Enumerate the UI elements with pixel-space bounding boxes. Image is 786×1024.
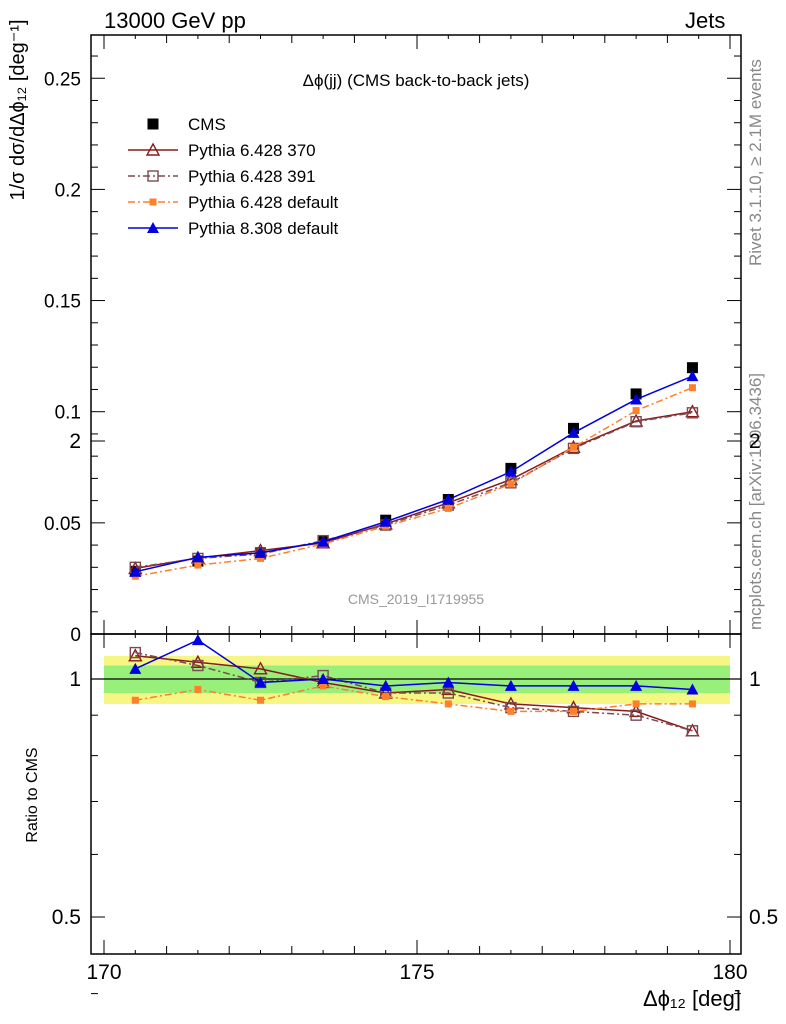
ratio-point bbox=[441, 681, 456, 696]
legend-marker bbox=[147, 170, 159, 182]
data-point bbox=[504, 465, 517, 477]
ratio-point bbox=[257, 696, 264, 704]
data-point bbox=[257, 554, 264, 562]
x-tick-label: 180 bbox=[712, 961, 747, 984]
ratio-line-1 bbox=[135, 651, 693, 732]
data-point bbox=[632, 407, 640, 415]
legend-marker bbox=[147, 222, 159, 233]
data-point bbox=[444, 504, 452, 512]
chart-title: Δϕ(jj) (CMS back-to-back jets) bbox=[303, 71, 530, 90]
ratio-point bbox=[504, 679, 517, 691]
x-axis-label: Δϕ₁₂ [deg] bbox=[643, 986, 741, 1011]
data-point bbox=[686, 370, 699, 382]
ratio-point bbox=[442, 676, 455, 688]
ratio-point bbox=[131, 696, 139, 704]
ratio-line-3 bbox=[134, 639, 693, 691]
legend-marker bbox=[145, 142, 161, 156]
data-point bbox=[567, 442, 580, 455]
ratio-point bbox=[686, 683, 699, 695]
ratio-point bbox=[129, 646, 142, 659]
ratio-point bbox=[630, 679, 643, 691]
ratio-point bbox=[630, 709, 642, 721]
ratio-axis-label: Ratio to CMS bbox=[24, 747, 41, 842]
data-point bbox=[129, 565, 142, 577]
legend-marker bbox=[149, 198, 157, 206]
ratio-point bbox=[253, 661, 268, 675]
ratio-tick-label-left: 0.5 bbox=[52, 906, 81, 929]
ratio-point bbox=[382, 693, 390, 701]
ratio-point bbox=[442, 687, 454, 699]
data-point bbox=[191, 551, 204, 563]
legend-marker bbox=[147, 118, 159, 130]
ratio-point bbox=[507, 707, 515, 715]
data-point bbox=[630, 393, 643, 405]
ratio-tick-label-right: 0.5 bbox=[749, 906, 778, 929]
ratio-point bbox=[128, 648, 143, 662]
legend-label: Pythia 6.428 default bbox=[188, 193, 339, 212]
y-tick-label: 0.2 bbox=[55, 180, 81, 201]
ratio-point bbox=[632, 700, 640, 708]
y-tick-label: 0.25 bbox=[44, 69, 81, 90]
ratio-point bbox=[129, 662, 142, 674]
series-line-2 bbox=[135, 412, 693, 569]
header-left: 13000 GeV pp bbox=[104, 8, 246, 33]
ratio-point bbox=[191, 634, 204, 646]
ratio-tick-label-right: 1 bbox=[749, 668, 761, 691]
data-point bbox=[570, 443, 577, 451]
ratio-point bbox=[379, 679, 392, 691]
analysis-watermark: CMS_2019_I1719955 bbox=[348, 591, 484, 607]
series-line-3 bbox=[135, 386, 693, 577]
x-tick-label: 175 bbox=[399, 961, 434, 984]
y-tick-label: 0.05 bbox=[44, 514, 81, 535]
data-point bbox=[686, 407, 699, 419]
ratio-point bbox=[319, 682, 327, 690]
ratio-line-2 bbox=[135, 685, 693, 713]
ratio-point bbox=[190, 654, 206, 668]
x-tick-label: 170 bbox=[86, 961, 121, 984]
data-point bbox=[254, 546, 267, 558]
y-axis-label: 1/σ dσ/dΔϕ₁₂ [deg⁻¹] bbox=[7, 19, 29, 200]
data-point bbox=[630, 416, 642, 428]
ratio-point bbox=[192, 659, 204, 672]
y-tick-label: 0.1 bbox=[55, 403, 81, 424]
series-line-4 bbox=[135, 375, 693, 573]
data-point bbox=[685, 404, 700, 418]
data-point bbox=[686, 362, 698, 374]
ratio-point bbox=[317, 673, 330, 684]
ratio-point bbox=[567, 679, 580, 691]
ratio-tick-label-left: 1 bbox=[69, 668, 81, 691]
data-point bbox=[317, 535, 330, 547]
ratio-tick-label-right: 2 bbox=[749, 430, 761, 453]
ratio-point bbox=[444, 700, 452, 708]
ratio-panel-frame bbox=[90, 633, 742, 955]
ratio-line-0 bbox=[135, 655, 693, 732]
data-point bbox=[194, 561, 202, 569]
header-right: Jets bbox=[685, 8, 726, 33]
data-point bbox=[505, 477, 517, 489]
ratio-point bbox=[570, 707, 577, 715]
series-line-1 bbox=[135, 410, 693, 570]
y-tick-label: 0.15 bbox=[44, 292, 81, 313]
ratio-tick-label-left: 2 bbox=[69, 430, 81, 453]
legend-label: Pythia 8.308 default bbox=[188, 219, 339, 238]
data-point bbox=[567, 426, 580, 438]
data-point bbox=[379, 515, 392, 527]
ratio-point bbox=[686, 725, 699, 737]
data-point bbox=[688, 384, 696, 392]
data-point bbox=[442, 493, 455, 505]
legend-label: Pythia 6.428 391 bbox=[188, 167, 316, 186]
data-point bbox=[507, 480, 515, 488]
legend-label: Pythia 6.428 370 bbox=[188, 141, 316, 160]
ratio-point bbox=[194, 685, 202, 693]
ratio-point bbox=[254, 676, 267, 688]
ratio-point bbox=[628, 703, 644, 718]
y-tick-label: 0 bbox=[70, 625, 81, 646]
legend-label: CMS bbox=[188, 115, 226, 134]
ratio-point bbox=[688, 700, 696, 708]
